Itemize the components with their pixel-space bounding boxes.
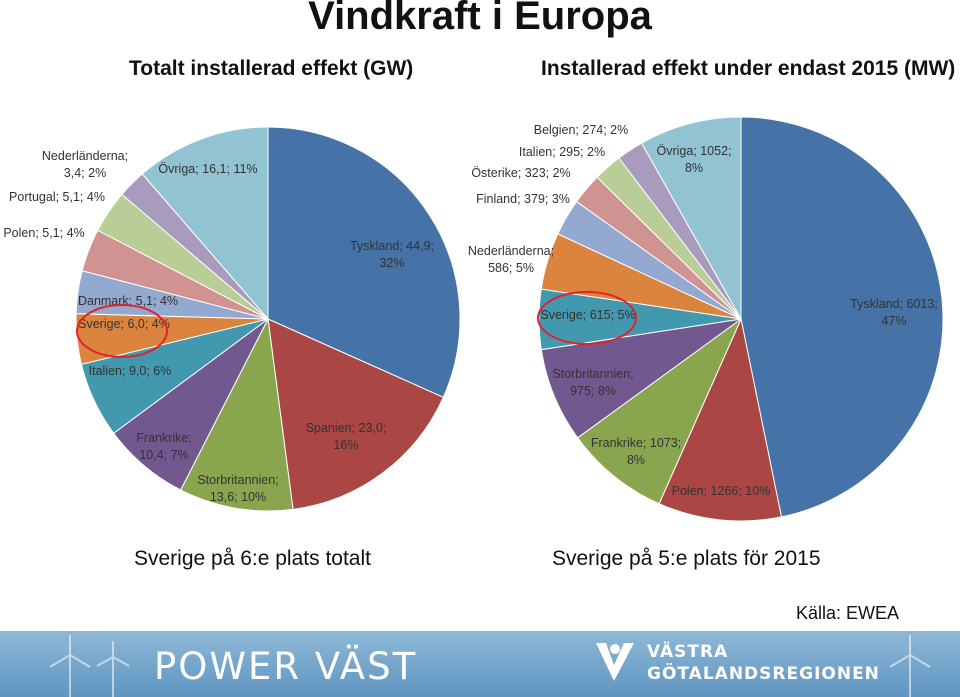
pie-slice-storbritannien — [179, 317, 294, 512]
slice-label-danmark: Danmark; 5,1; 4% — [78, 294, 178, 308]
slice-label-italien: Italien; 9,0; 6% — [89, 364, 172, 378]
slice-label-nederländerna: Nederländerna; 3,4; 2% — [42, 149, 128, 180]
sverige-highlight-circle — [76, 304, 168, 358]
left-pie-labels: Tyskland; 44,9; 32% Spanien; 23,0; 16% Storb… — [3, 149, 434, 504]
wind-turbine-icon — [96, 641, 130, 697]
vastra-gotalandsregionen-logo-icon — [596, 643, 634, 681]
slice-label-övriga: Övriga; 16,1; 11% — [158, 162, 257, 176]
slice-label-italien: Italien; 295; 2% — [519, 145, 605, 159]
slice-label-tyskland: Tyskland; 6013; 47% — [850, 297, 938, 328]
charts-canvas: Tyskland; 44,9; 32% Spanien; 23,0; 16% Storb… — [3, 116, 944, 522]
wind-turbine-icon — [49, 635, 91, 697]
right-pie-labels: Tyskland; 6013; 47% Polen; 1266; 10% Frankr… — [468, 123, 938, 498]
left-pie-chart — [75, 126, 461, 512]
right-note: Sverige på 5:e plats för 2015 — [552, 547, 821, 570]
slice-label-nederländerna: Nederländerna; 586; 5% — [468, 244, 554, 275]
slice-label-finland: Finland; 379; 3% — [476, 192, 570, 206]
slice-label-portugal: Portugal; 5,1; 4% — [9, 190, 105, 204]
source-label: Källa: EWEA — [796, 603, 900, 623]
slice-label-spanien: Spanien; 23,0; 16% — [306, 421, 387, 452]
slice-label-österike: Österike; 323; 2% — [471, 166, 570, 180]
footer-banner: POWER VÄST VÄSTRA GÖTALANDSREGIONEN — [0, 631, 960, 697]
slice-label-polen: Polen; 1266; 10% — [672, 484, 771, 498]
sverige-2015-highlight-circle — [537, 291, 637, 345]
pie-slice-övriga — [640, 116, 742, 321]
slice-label-polen: Polen; 5,1; 4% — [3, 226, 84, 240]
pie-slice-spanien — [267, 318, 444, 510]
slice-label-sverige: Sverige; 615; 5% — [540, 308, 635, 322]
right-chart-title: Installerad effekt under endast 2015 (MW… — [541, 57, 956, 80]
pie-slice-polen — [658, 317, 783, 522]
main-title: Vindkraft i Europa — [308, 0, 652, 38]
left-note: Sverige på 6:e plats totalt — [134, 547, 371, 570]
vastra-gotalandsregionen-logo: VÄSTRA GÖTALANDSREGIONEN — [647, 641, 880, 685]
slice-label-sverige: Sverige; 6,0; 4% — [78, 317, 170, 331]
pie-slice-tyskland — [267, 126, 461, 398]
pie-slice-övriga — [141, 126, 269, 321]
pie-slice-tyskland — [740, 116, 944, 518]
right-pie-chart — [538, 116, 944, 522]
left-chart-title: Totalt installerad effekt (GW) — [129, 57, 414, 80]
slice-label-frankrike: Frankrike; 1073; 8% — [591, 436, 681, 467]
slice-label-belgien: Belgien; 274; 2% — [534, 123, 629, 137]
slice-label-storbritannien: Storbritannien; 975; 8% — [552, 367, 633, 398]
pie-slice-frankrike — [576, 317, 743, 505]
pie-slice-storbritannien — [540, 318, 742, 439]
wind-turbine-icon — [889, 635, 931, 697]
power-vast-logo: POWER VÄST — [154, 645, 418, 688]
logo-line-1: VÄSTRA — [647, 642, 729, 662]
logo-line-2: GÖTALANDSREGIONEN — [647, 664, 880, 684]
slice-label-frankrike: Frankrike; 10,4; 7% — [136, 431, 192, 462]
slice-label-storbritannien: Storbritannien; 13,6; 10% — [197, 473, 278, 504]
slice-label-övriga: Övriga; 1052; 8% — [656, 144, 731, 175]
slice-label-tyskland: Tyskland; 44,9; 32% — [350, 239, 434, 270]
